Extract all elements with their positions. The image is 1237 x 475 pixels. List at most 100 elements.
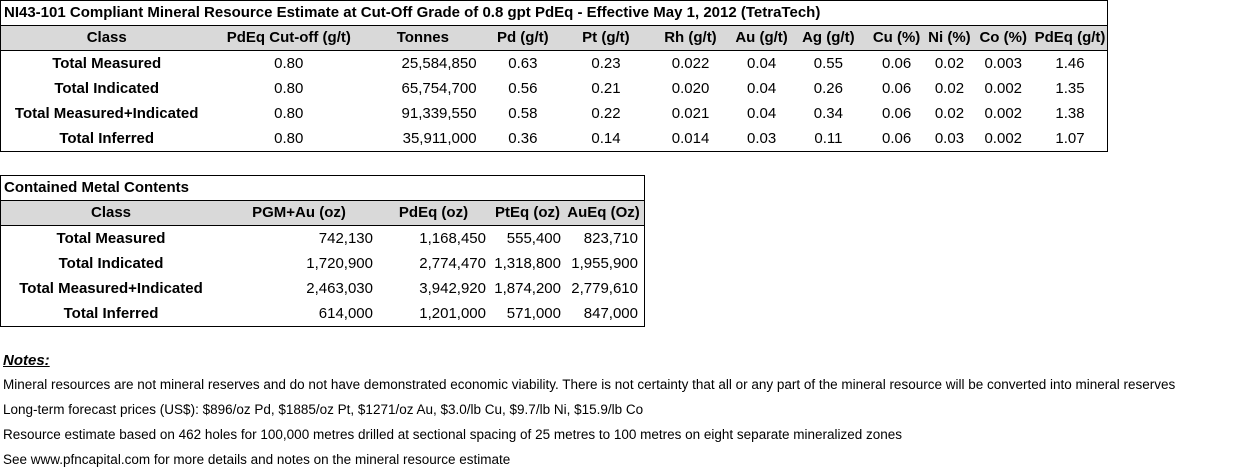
- table-row: Total Indicated 0.80 65,754,700 0.56 0.21 0.0…: [1, 76, 1107, 101]
- row-class-label: Total Indicated: [54, 80, 160, 97]
- row-class-label: Total Measured: [56, 230, 166, 247]
- table-cell: 1,201,000: [419, 305, 486, 322]
- contained-metal-header-cell: Class: [90, 204, 132, 221]
- resource-estimate-title: NI43-101 Compliant Mineral Resource Esti…: [4, 4, 821, 21]
- table-cell: 0.58: [508, 105, 538, 122]
- contained-metal-header-cell: AuEq (Oz): [567, 204, 640, 221]
- table-row: Total Measured 742,130 1,168,450 555,400 823…: [1, 226, 644, 251]
- contained-metal-table: Contained Metal Contents Class PGM+Au (oz…: [0, 175, 645, 327]
- table-row: Total Measured+Indicated 2,463,030 3,942,9…: [1, 276, 644, 301]
- table-cell: 25,584,850: [401, 55, 477, 72]
- resource-estimate-header-cell: Class: [86, 29, 127, 46]
- table-cell: 65,754,700: [401, 80, 477, 97]
- resource-estimate-header-cell: Au (g/t): [735, 29, 788, 46]
- table-cell: 0.04: [747, 105, 777, 122]
- table-cell: 614,000: [318, 305, 373, 322]
- note-line: Mineral resources are not mineral reserv…: [3, 377, 1176, 392]
- resource-estimate-header-cell: Ni (%): [928, 29, 971, 46]
- table-cell: 1,955,900: [571, 255, 638, 272]
- table-cell: 571,000: [506, 305, 561, 322]
- table-cell: 0.80: [274, 105, 304, 122]
- table-cell: 0.014: [671, 130, 710, 147]
- table-row: Total Inferred 614,000 1,201,000 571,000 847…: [1, 301, 644, 326]
- contained-metal-header-cell: PGM+Au (oz): [252, 204, 346, 221]
- table-cell: 0.36: [508, 130, 538, 147]
- contained-metal-header-row: Class PGM+Au (oz) PdEq (oz) PtEq (oz) AuEq (…: [1, 200, 644, 226]
- table-cell: 0.003: [984, 55, 1023, 72]
- table-row: Total Measured+Indicated 0.80 91,339,550 0.…: [1, 101, 1107, 126]
- resource-estimate-header-cell: Tonnes: [396, 29, 449, 46]
- resource-estimate-header-cell: Co (%): [979, 29, 1027, 46]
- row-class-label: Total Inferred: [63, 305, 159, 322]
- table-cell: 0.22: [591, 105, 621, 122]
- table-cell: 0.022: [671, 55, 710, 72]
- table-cell: 0.55: [813, 55, 843, 72]
- contained-metal-body: Total Measured 742,130 1,168,450 555,400 823…: [1, 226, 644, 326]
- table-cell: 0.04: [747, 55, 777, 72]
- resource-estimate-header-cell: PdEq (g/t): [1034, 29, 1106, 46]
- note-line: Resource estimate based on 462 holes for…: [3, 427, 903, 442]
- resource-estimate-header-cell: Rh (g/t): [664, 29, 717, 46]
- table-cell: 0.06: [882, 105, 912, 122]
- table-cell: 0.002: [984, 105, 1023, 122]
- resource-estimate-header-cell: Cu (%): [872, 29, 921, 46]
- table-cell: 0.03: [747, 130, 777, 147]
- resource-estimate-header-cell: Pt (g/t): [582, 29, 630, 46]
- table-cell: 2,774,470: [419, 255, 486, 272]
- table-cell: 0.11: [814, 130, 843, 147]
- table-cell: 0.21: [591, 80, 621, 97]
- table-cell: 0.06: [882, 130, 912, 147]
- contained-metal-header-cell: PtEq (oz): [495, 204, 560, 221]
- contained-metal-title: Contained Metal Contents: [4, 179, 190, 196]
- table-cell: 0.06: [882, 80, 912, 97]
- table-cell: 1.35: [1055, 80, 1085, 97]
- resource-estimate-table: NI43-101 Compliant Mineral Resource Esti…: [0, 0, 1108, 152]
- table-cell: 0.34: [813, 105, 843, 122]
- table-cell: 0.03: [934, 130, 965, 147]
- table-cell: 2,463,030: [306, 280, 373, 297]
- notes-section: Notes: Mineral resources are not mineral…: [3, 352, 1175, 475]
- table-cell: 1.07: [1055, 130, 1085, 147]
- table-row: Total Inferred 0.80 35,911,000 0.36 0.14 0.01…: [1, 126, 1107, 151]
- table-cell: 1,168,450: [419, 230, 486, 247]
- table-cell: 0.63: [508, 55, 538, 72]
- table-cell: 0.56: [508, 80, 538, 97]
- table-cell: 1,720,900: [306, 255, 373, 272]
- table-cell: 1.46: [1055, 55, 1085, 72]
- table-cell: 0.80: [274, 80, 304, 97]
- row-class-label: Total Measured+Indicated: [19, 280, 203, 297]
- resource-estimate-header-cell: PdEq Cut-off (g/t): [226, 29, 351, 46]
- table-cell: 1.38: [1055, 105, 1085, 122]
- resource-estimate-header-cell: Pd (g/t): [496, 29, 549, 46]
- table-cell: 0.020: [671, 80, 710, 97]
- table-cell: 0.23: [591, 55, 621, 72]
- row-class-label: Total Measured: [52, 55, 162, 72]
- table-cell: 0.26: [813, 80, 843, 97]
- table-row: Total Indicated 1,720,900 2,774,470 1,318,8…: [1, 251, 644, 276]
- table-cell: 0.021: [671, 105, 710, 122]
- table-cell: 0.002: [984, 130, 1023, 147]
- contained-metal-header-cell: PdEq (oz): [398, 204, 469, 221]
- table-cell: 742,130: [318, 230, 373, 247]
- table-cell: 3,942,920: [419, 280, 486, 297]
- table-cell: 555,400: [506, 230, 561, 247]
- note-line: Long-term forecast prices (US$): $896/oz…: [3, 402, 644, 417]
- table-cell: 0.04: [747, 80, 777, 97]
- table-cell: 0.002: [984, 80, 1023, 97]
- table-cell: 0.80: [274, 130, 304, 147]
- note-line: See www.pfncapital.com for more details …: [3, 452, 511, 467]
- table-cell: 2,779,610: [571, 280, 638, 297]
- table-row: Total Measured 0.80 25,584,850 0.63 0.23 0.02…: [1, 51, 1107, 76]
- resource-estimate-header-cell: Ag (g/t): [802, 29, 855, 46]
- table-cell: 0.02: [934, 80, 965, 97]
- resource-estimate-body: Total Measured 0.80 25,584,850 0.63 0.23 0.02…: [1, 51, 1107, 151]
- table-cell: 0.06: [882, 55, 912, 72]
- table-cell: 847,000: [583, 305, 638, 322]
- table-cell: 0.80: [274, 55, 304, 72]
- row-class-label: Total Measured+Indicated: [14, 105, 199, 122]
- row-class-label: Total Indicated: [58, 255, 164, 272]
- notes-heading: Notes:: [3, 352, 50, 369]
- table-cell: 0.14: [591, 130, 621, 147]
- table-cell: 0.02: [934, 105, 965, 122]
- row-class-label: Total Inferred: [59, 130, 155, 147]
